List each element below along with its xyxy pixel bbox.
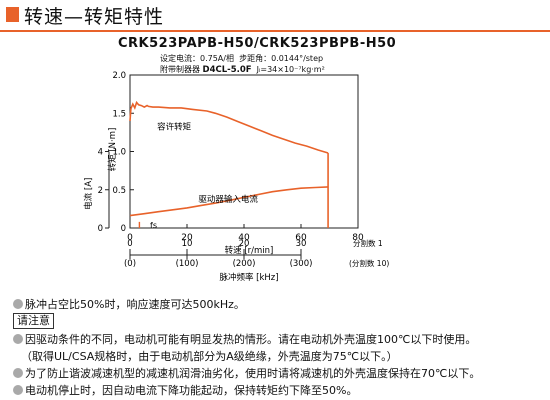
note-bullet-4: 电动机停止时，因自动电流下降功能起动，保持转矩约下降至50%。: [13, 382, 357, 398]
y-tick-label: 1.5: [112, 109, 126, 119]
spec-current: 设定电流：0.75A/相: [160, 54, 234, 63]
freq-division-label: (200): [233, 259, 256, 269]
bullet-icon: [13, 299, 23, 309]
note-bullet-2-continued: （取得UL/CSA规格时，由于电动机部分为A级绝缘，外壳温度为75℃以下。）: [21, 350, 398, 363]
x-tick-label: 0: [127, 233, 133, 243]
y-tick-label: 2.0: [112, 71, 126, 81]
y-tick-label: 1.0: [112, 148, 126, 158]
title-accent-square: [6, 7, 19, 22]
freq-tick-label: 30: [296, 239, 307, 249]
spec-driver-model: D4CL-5.0F: [202, 65, 252, 75]
spec-line-1: 设定电流：0.75A/相 步距角：0.0144°/step: [160, 53, 323, 64]
spec-line-2: 附带制器器 D4CL-5.0F Jₗ=34×10⁻⁷kg·m²: [160, 64, 325, 75]
freq-unit-division: (分割数 10): [349, 258, 389, 268]
freq-tick-label: 20: [239, 239, 250, 249]
x-tick-label: 40: [238, 233, 250, 243]
x-tick-label: 80: [352, 233, 364, 243]
fs-annotation: fs: [150, 221, 157, 230]
note-bullet-1: 脉冲占空比50%时，响应速度可达500kHz。: [13, 296, 245, 312]
note-bullet-2: 因驱动条件的不同，电动机可能有明显发热的情形。请在电动机外壳温度100℃以下时使…: [13, 331, 476, 347]
freq-tick-label: 0: [127, 239, 132, 249]
freq-tick-label: 10: [182, 239, 193, 249]
y-tick-label: 0: [121, 224, 126, 234]
page-title: 转速—转矩特性: [24, 6, 165, 28]
annotation-allowable-torque: 容许转矩: [157, 121, 192, 132]
series-line-driver-input-current: [129, 186, 329, 217]
note-text-1: 脉冲占空比50%时，响应速度可达500kHz。: [25, 298, 245, 311]
note-text-3: 为了防止谐波减速机型的减速机润滑油劣化，使用时请将减速机的外壳温度保持在70℃以…: [25, 367, 481, 380]
spec-step-angle: 步距角：0.0144°/step: [239, 54, 324, 63]
spec-driver-label: 附带制器器: [160, 65, 200, 74]
freq-unit-pulse: 分割数 1: [353, 238, 383, 248]
bullet-icon: [13, 368, 23, 378]
freq-axis-label: 脉冲频率 [kHz]: [219, 272, 278, 283]
y-axis-label-torque: 转矩 [N·m]: [107, 128, 118, 172]
y-tick-label: 0.5: [112, 186, 126, 196]
current-tick-label: 0: [98, 224, 103, 234]
note-bullet-3: 为了防止谐波减速机型的减速机润滑油劣化，使用时请将减速机的外壳温度保持在70℃以…: [13, 365, 480, 381]
x-tick-label: 60: [295, 233, 307, 243]
spec-inertia: Jₗ=34×10⁻⁷kg·m²: [256, 65, 325, 74]
freq-division-label: (300): [290, 259, 313, 269]
y-axis-label-current: 电流 [A]: [83, 178, 94, 210]
freq-division-label: (0): [124, 259, 136, 269]
model-name: CRK523PAPB-H50/CRK523PBPB-H50: [118, 36, 397, 51]
x-axis-label: 转速 [r/min]: [225, 245, 274, 256]
bullet-icon: [13, 385, 23, 395]
freq-division-label: (100): [176, 259, 199, 269]
caution-label: 请注意: [13, 313, 54, 329]
note-text-4: 电动机停止时，因自动电流下降功能起动，保持转矩约下降至50%。: [25, 384, 358, 397]
note-text-2: 因驱动条件的不同，电动机可能有明显发热的情形。请在电动机外壳温度100℃以下时使…: [25, 333, 477, 346]
bullet-icon: [13, 334, 23, 344]
title-bar: 转速—转矩特性: [0, 0, 550, 32]
x-tick-label: 20: [181, 233, 193, 243]
series-line-allowable-torque: [129, 100, 329, 154]
current-tick-label: 2: [98, 186, 103, 196]
current-tick-label: 4: [98, 148, 103, 158]
annotation-driver-input-current: 驱动器输入电流: [198, 194, 258, 205]
